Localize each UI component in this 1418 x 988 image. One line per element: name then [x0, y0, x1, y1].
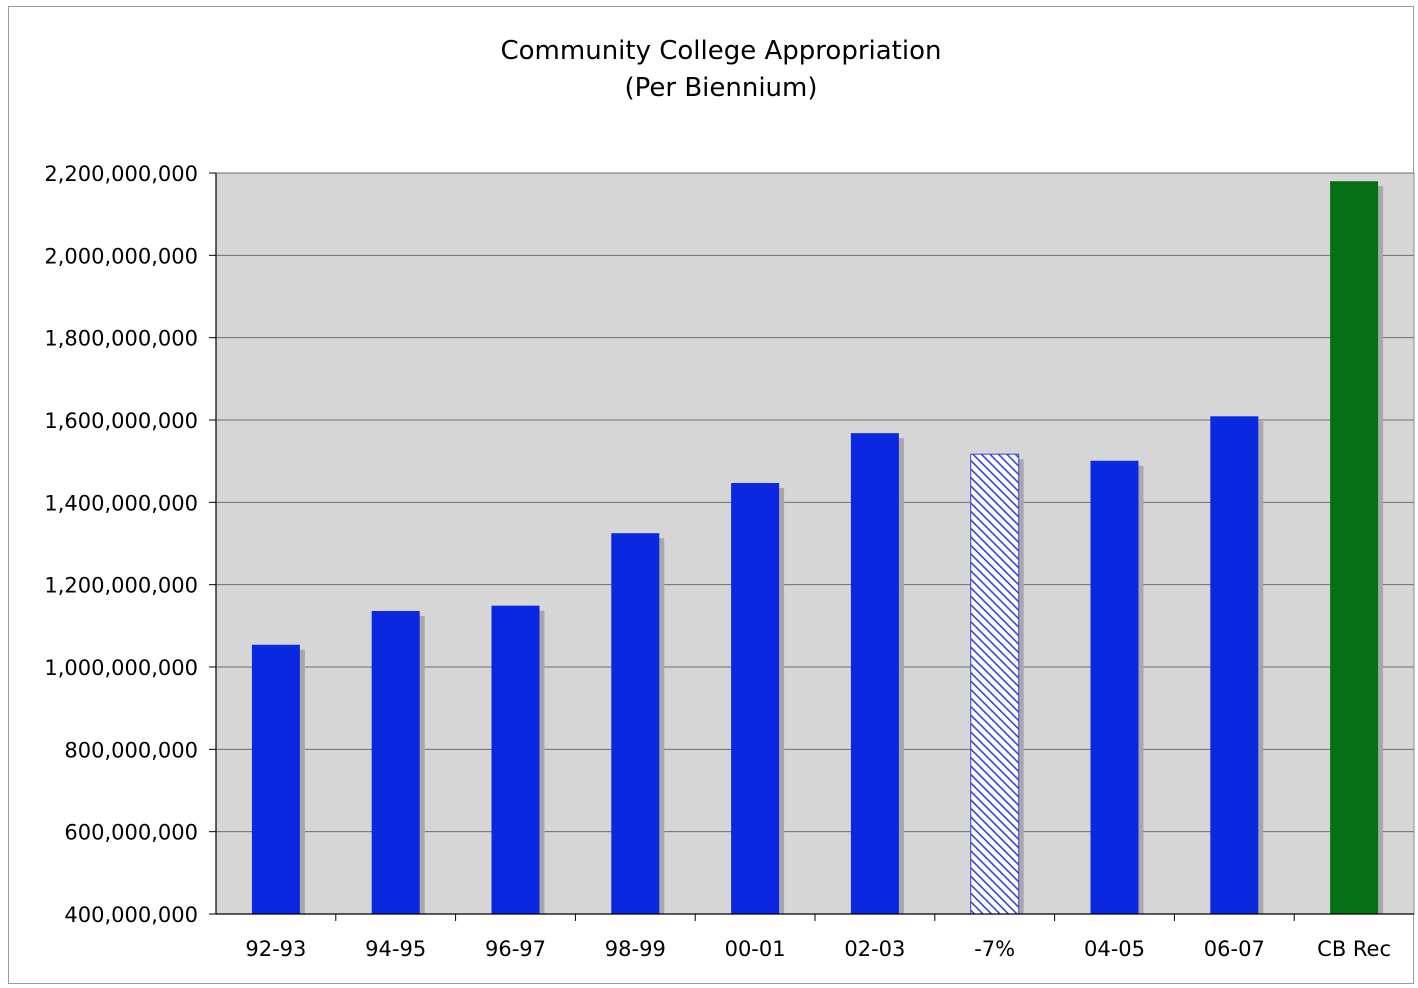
x-tick-label: 92-93 — [245, 937, 306, 961]
x-tick-label: 98-99 — [605, 937, 666, 961]
x-tick-label: 04-05 — [1084, 937, 1145, 961]
axes — [215, 173, 1414, 915]
bar-98-99 — [611, 533, 660, 914]
bars — [251, 181, 1384, 915]
chart-subtitle: (Per Biennium) — [624, 73, 817, 103]
bar-00-01 — [731, 482, 780, 914]
y-tick-label: 2,000,000,000 — [44, 244, 198, 268]
bar-94-95 — [371, 611, 420, 914]
x-tick-label: 96-97 — [485, 937, 546, 961]
y-tick-label: 600,000,000 — [64, 821, 198, 845]
x-tick-label: -7% — [974, 937, 1015, 961]
x-tick-label: 06-07 — [1204, 937, 1265, 961]
y-tick-label: 1,400,000,000 — [44, 491, 198, 515]
y-tick-label: 2,200,000,000 — [44, 162, 198, 186]
x-tick-label: 02-03 — [844, 937, 905, 961]
y-tick-label: 1,600,000,000 — [44, 409, 198, 433]
bar-06-07 — [1210, 416, 1259, 914]
y-tick-label: 1,200,000,000 — [44, 574, 198, 598]
y-tick-label: 1,800,000,000 — [44, 327, 198, 351]
bar-92-93 — [251, 644, 300, 914]
chart-title: Community College Appropriation — [501, 36, 942, 66]
y-tick-label: 800,000,000 — [64, 738, 198, 762]
bar-96-97 — [491, 605, 540, 914]
bar-04-05 — [1090, 460, 1139, 914]
x-tick-label: 00-01 — [725, 937, 786, 961]
x-axis-tick-labels: 92-93 94-95 96-97 98-99 00-01 02-03 -7% 04-05 06… — [245, 937, 1391, 961]
bar--7- — [970, 453, 1020, 915]
y-tick-label: 1,000,000,000 — [44, 656, 198, 680]
bar-02-03 — [850, 433, 899, 914]
bar-cb-rec — [1330, 181, 1379, 914]
y-axis-tick-labels: 400,000,000 600,000,000 800,000,000 1,000,0… — [44, 162, 198, 927]
y-tick-label: 400,000,000 — [64, 903, 198, 927]
x-tick-label: CB Rec — [1317, 937, 1391, 961]
x-tick-label: 94-95 — [365, 937, 426, 961]
